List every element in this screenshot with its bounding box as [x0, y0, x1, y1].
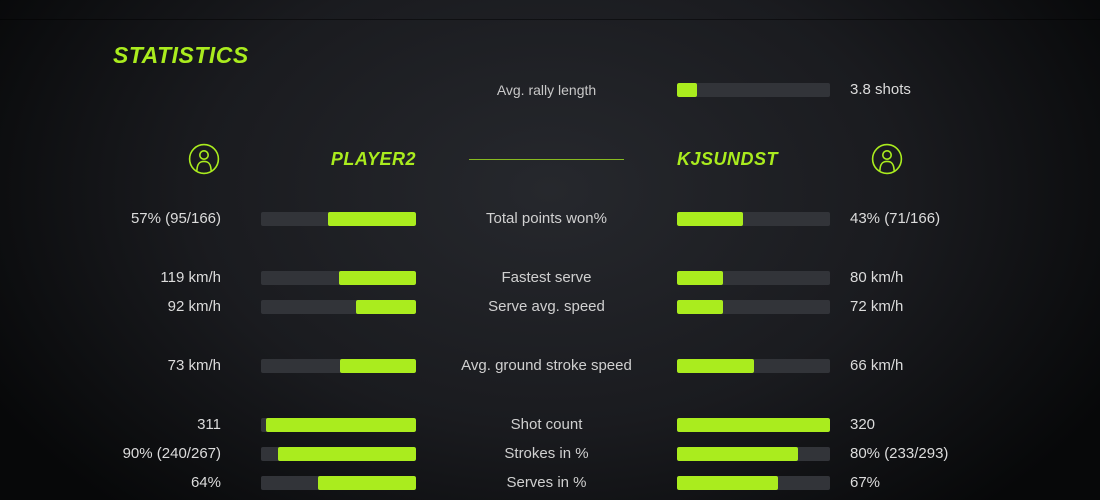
left-bar-fill [278, 446, 416, 461]
bar-track [677, 299, 830, 314]
bar-track [677, 446, 830, 461]
stats-rows: 57% (95/166) Total points won% 43% (71/1… [0, 204, 1100, 497]
right-bar [677, 475, 830, 490]
bar-track [261, 446, 416, 461]
right-bar [677, 417, 830, 432]
stat-left-value: 92 km/h [167, 298, 221, 315]
bar-track [677, 270, 830, 285]
stat-left-value: 64% [190, 474, 221, 491]
left-bar-fill [265, 417, 416, 432]
right-bar-fill [677, 417, 830, 432]
rally-row: Avg. rally length 3.8 shots [0, 75, 1100, 104]
bar-track [677, 358, 830, 373]
stat-left-value: 57% (95/166) [130, 210, 221, 227]
stat-left-value: 90% (240/267) [122, 445, 221, 462]
left-bar [261, 475, 416, 490]
bar-track [261, 417, 416, 432]
stat-row: 90% (240/267) Strokes in % 80% (233/293) [0, 439, 1100, 468]
bar-track [677, 211, 830, 226]
right-bar [677, 270, 830, 285]
right-bar-fill [677, 211, 743, 226]
player-left-name: PLAYER2 [330, 148, 416, 169]
rally-value: 3.8 shots [850, 81, 911, 98]
right-bar [677, 299, 830, 314]
stat-row: 64% Serves in % 67% [0, 468, 1100, 497]
left-bar-fill [327, 211, 416, 226]
bar-track [677, 82, 830, 97]
stat-row: 92 km/h Serve avg. speed 72 km/h [0, 292, 1100, 321]
stat-right-value: 320 [850, 416, 876, 433]
bar-track [261, 270, 416, 285]
right-bar-fill [677, 358, 754, 373]
stat-right-value: 67% [850, 474, 881, 491]
right-bar-fill [677, 475, 778, 490]
stat-row: 57% (95/166) Total points won% 43% (71/1… [0, 204, 1100, 233]
stat-right-value: 72 km/h [850, 298, 904, 315]
stat-row: 73 km/h Avg. ground stroke speed 66 km/h [0, 351, 1100, 380]
left-bar [261, 211, 416, 226]
stat-row: 119 km/h Fastest serve 80 km/h [0, 263, 1100, 292]
bar-track [677, 475, 830, 490]
player-right-avatar-icon [871, 143, 903, 175]
center-divider [469, 158, 624, 160]
stat-label: Serves in % [506, 474, 587, 491]
top-divider [0, 19, 1100, 20]
right-bar [677, 358, 830, 373]
rally-bar-fill [677, 82, 697, 97]
stat-left-value: 73 km/h [167, 357, 221, 374]
left-bar-fill [340, 358, 416, 373]
stat-right-value: 80 km/h [850, 269, 904, 286]
bar-track [261, 358, 416, 373]
rally-label: Avg. rally length [496, 81, 597, 98]
stat-label: Fastest serve [501, 269, 592, 286]
left-bar-fill [318, 475, 416, 490]
bar-track [261, 299, 416, 314]
left-bar [261, 299, 416, 314]
left-bar [261, 417, 416, 432]
bar-track [677, 417, 830, 432]
stat-label: Serve avg. speed [488, 298, 605, 315]
left-bar-fill [355, 299, 416, 314]
stat-label: Strokes in % [504, 445, 589, 462]
right-bar [677, 211, 830, 226]
stat-label: Shot count [510, 416, 583, 433]
rally-bar [677, 82, 830, 97]
right-bar-fill [677, 270, 723, 285]
player-left-avatar-icon [188, 143, 220, 175]
stat-left-value: 311 [197, 416, 221, 433]
players-header: PLAYER2 KJSUNDST [0, 140, 1100, 178]
stat-row: 311 Shot count 320 [0, 410, 1100, 439]
bar-track [261, 475, 416, 490]
right-bar-fill [677, 446, 798, 461]
right-bar [677, 446, 830, 461]
stat-right-value: 43% (71/166) [850, 210, 941, 227]
stat-label: Total points won% [486, 210, 607, 227]
right-bar-fill [677, 299, 723, 314]
left-bar [261, 358, 416, 373]
stat-right-value: 66 km/h [850, 357, 904, 374]
page-title: STATISTICS [113, 42, 249, 68]
stat-right-value: 80% (233/293) [850, 445, 949, 462]
left-bar [261, 270, 416, 285]
bar-track [261, 211, 416, 226]
stat-label: Avg. ground stroke speed [461, 357, 632, 374]
left-bar [261, 446, 416, 461]
player-right-name: KJSUNDST [677, 148, 779, 169]
left-bar-fill [338, 270, 416, 285]
stat-left-value: 119 km/h [160, 269, 221, 286]
